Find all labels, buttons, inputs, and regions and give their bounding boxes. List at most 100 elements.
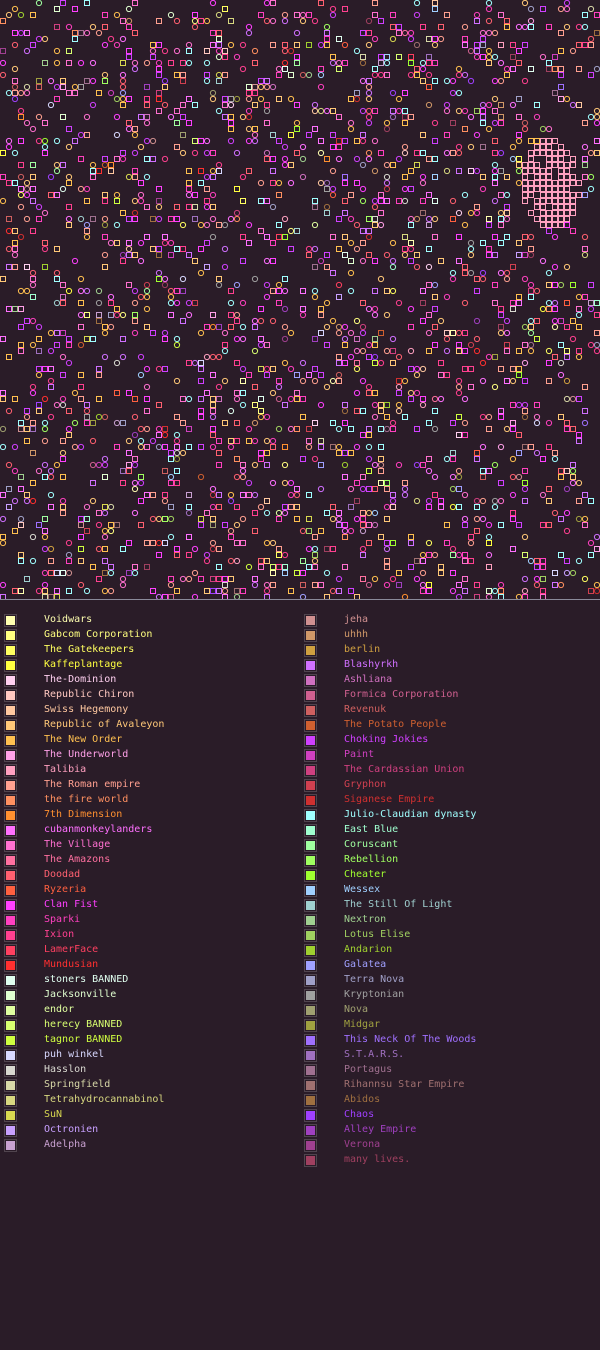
- planet-marker: [582, 156, 588, 162]
- legend-swatch: [4, 1139, 17, 1152]
- planet-marker: [432, 138, 438, 144]
- legend-label: Ryzeria: [44, 884, 87, 895]
- base-marker: [581, 419, 589, 427]
- planet-marker: [120, 102, 126, 108]
- base-marker: [455, 377, 463, 385]
- planet-marker: [372, 360, 378, 366]
- legend-label: Springfield: [44, 1079, 111, 1090]
- legend-swatch: [304, 629, 317, 642]
- legend-label: Swiss Hegemony: [44, 704, 129, 715]
- planet-marker: [348, 426, 354, 432]
- planet-marker: [210, 396, 216, 402]
- planet-marker: [6, 504, 12, 510]
- planet-marker: [114, 522, 120, 528]
- legend-swatch: [304, 644, 317, 657]
- planet-marker: [30, 450, 36, 456]
- base-marker: [131, 569, 139, 577]
- planet-marker: [594, 300, 600, 306]
- planet-marker: [510, 420, 516, 426]
- planet-marker: [450, 420, 456, 426]
- planet-marker: [402, 246, 408, 252]
- base-marker: [359, 161, 367, 169]
- planet-marker: [174, 108, 180, 114]
- base-marker: [545, 419, 553, 427]
- base-marker: [455, 89, 463, 97]
- base-marker: [539, 491, 547, 499]
- base-marker: [341, 461, 349, 469]
- legend-label: Revenuk: [344, 704, 387, 715]
- planet-marker: [564, 204, 570, 210]
- planet-marker: [426, 36, 432, 42]
- base-marker: [347, 353, 355, 361]
- planet-marker: [162, 234, 168, 240]
- planet-marker: [102, 12, 108, 18]
- base-marker: [107, 239, 115, 247]
- planet-marker: [102, 156, 108, 162]
- planet-marker: [216, 168, 222, 174]
- planet-marker: [84, 78, 90, 84]
- galaxy-map-canvas[interactable]: [0, 0, 600, 600]
- galaxy-map[interactable]: [0, 0, 600, 600]
- base-marker: [83, 407, 91, 415]
- planet-marker: [72, 36, 78, 42]
- planet-marker: [558, 216, 564, 222]
- base-marker: [203, 149, 211, 157]
- base-marker: [359, 137, 367, 145]
- planet-marker: [576, 180, 582, 186]
- base-marker: [41, 581, 49, 589]
- legend-swatch: [304, 974, 317, 987]
- base-marker: [77, 215, 85, 223]
- base-marker: [167, 299, 175, 307]
- base-marker: [401, 491, 409, 499]
- planet-marker: [390, 108, 396, 114]
- base-marker: [347, 287, 355, 295]
- planet-marker: [228, 96, 234, 102]
- planet-marker: [324, 510, 330, 516]
- base-marker: [383, 119, 391, 127]
- planet-marker: [234, 318, 240, 324]
- base-marker: [269, 479, 277, 487]
- base-marker: [335, 329, 343, 337]
- planet-marker: [426, 156, 432, 162]
- base-marker: [119, 581, 127, 589]
- base-marker: [353, 155, 361, 163]
- planet-marker: [18, 138, 24, 144]
- planet-marker: [120, 210, 126, 216]
- base-marker: [383, 161, 391, 169]
- planet-marker: [552, 570, 558, 576]
- planet-marker: [276, 72, 282, 78]
- planet-marker: [408, 564, 414, 570]
- planet-marker: [108, 168, 114, 174]
- planet-marker: [528, 444, 534, 450]
- planet-marker: [228, 120, 234, 126]
- planet-marker: [480, 240, 486, 246]
- planet-marker: [318, 66, 324, 72]
- planet-marker: [516, 300, 522, 306]
- base-marker: [83, 233, 91, 241]
- planet-marker: [390, 540, 396, 546]
- planet-marker: [276, 192, 282, 198]
- base-marker: [251, 461, 259, 469]
- base-marker: [41, 137, 49, 145]
- base-marker: [257, 83, 265, 91]
- base-marker: [263, 107, 271, 115]
- planet-marker: [546, 174, 552, 180]
- planet-marker: [258, 450, 264, 456]
- legend-label: Adelpha: [44, 1139, 87, 1150]
- planet-marker: [402, 90, 408, 96]
- planet-marker: [102, 198, 108, 204]
- base-marker: [473, 167, 481, 175]
- base-marker: [473, 497, 481, 505]
- planet-marker: [210, 432, 216, 438]
- planet-marker: [42, 474, 48, 480]
- legend-swatch: [4, 764, 17, 777]
- planet-marker: [126, 48, 132, 54]
- legend-label: Talibia: [44, 764, 87, 775]
- planet-marker: [360, 522, 366, 528]
- planet-marker: [240, 390, 246, 396]
- base-marker: [233, 311, 241, 319]
- base-marker: [383, 347, 391, 355]
- base-marker: [143, 287, 151, 295]
- planet-marker: [204, 588, 210, 594]
- base-marker: [449, 89, 457, 97]
